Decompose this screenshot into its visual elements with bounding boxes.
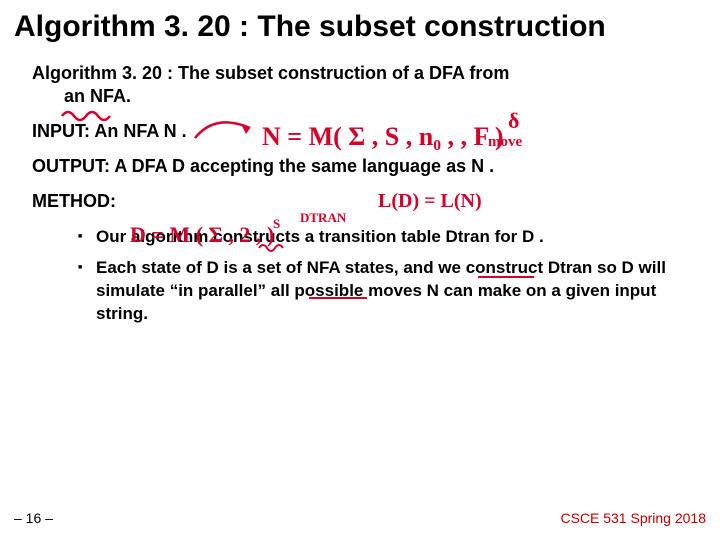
algorithm-subtitle: Algorithm 3. 20 : The subset constructio… — [32, 62, 706, 107]
subtitle-line2: an NFA. — [32, 85, 706, 108]
method-bullets: Our algorithm constructs a transition ta… — [32, 226, 706, 326]
output-line: OUTPUT: A DFA D accepting the same langu… — [32, 156, 706, 177]
subtitle-line1: Algorithm 3. 20 : The subset constructio… — [32, 63, 509, 83]
slide-title: Algorithm 3. 20 : The subset constructio… — [14, 10, 706, 44]
course-tag: CSCE 531 Spring 2018 — [560, 510, 706, 526]
input-line: INPUT: An NFA N . — [32, 121, 706, 142]
page-number: – 16 – — [14, 510, 53, 526]
list-item: Our algorithm constructs a transition ta… — [78, 226, 706, 249]
list-item: Each state of D is a set of NFA states, … — [78, 257, 706, 326]
method-label: METHOD: — [32, 191, 706, 212]
